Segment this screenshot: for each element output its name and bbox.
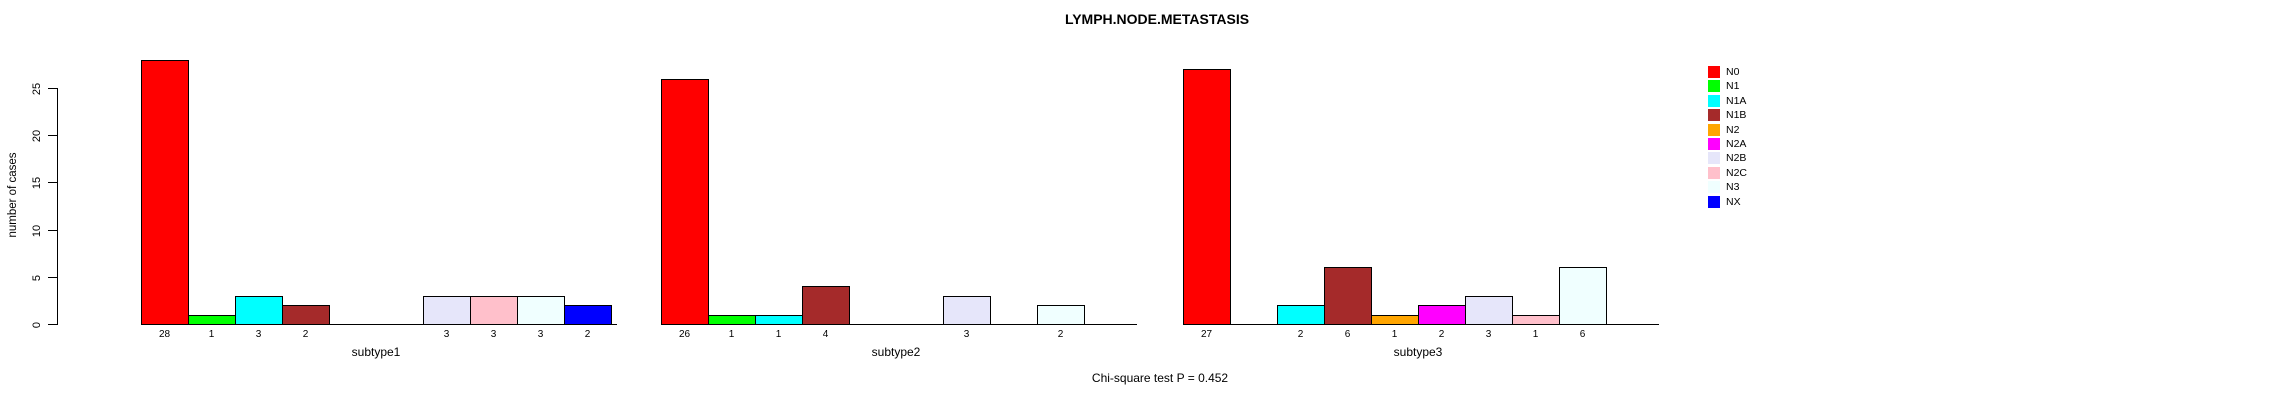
legend-swatch-N1 <box>1708 80 1720 92</box>
bar-N2B <box>1465 296 1513 325</box>
bar-N1A <box>235 296 283 325</box>
bar-N1 <box>188 315 236 325</box>
bar-N0 <box>661 79 709 325</box>
bar-value-label: 4 <box>822 329 829 340</box>
bar-value-label: 1 <box>775 329 782 340</box>
bar-value-label: 27 <box>1200 329 1213 340</box>
x-axis-line <box>141 324 617 325</box>
legend-swatch-N1B <box>1708 109 1720 121</box>
legend-swatch-N2C <box>1708 167 1720 179</box>
y-axis-tick-label: 15 <box>31 176 43 189</box>
y-axis-tick <box>48 182 57 183</box>
y-axis-tick-label: 20 <box>31 129 43 142</box>
panel-label-subtype3: subtype3 <box>1393 345 1443 359</box>
bar-value-label: 2 <box>1438 329 1445 340</box>
bar-value-label: 28 <box>158 329 171 340</box>
bar-N3 <box>1559 267 1607 325</box>
legend-swatch-N0 <box>1708 66 1720 78</box>
legend-swatch-N2A <box>1708 138 1720 150</box>
legend-label-NX: NX <box>1726 196 1741 208</box>
y-axis-tick <box>48 230 57 231</box>
chi-square-caption: Chi-square test P = 0.452 <box>1091 371 1229 385</box>
bar-N2 <box>1371 315 1419 325</box>
bar-value-label: 1 <box>1532 329 1539 340</box>
x-axis-line <box>661 324 1137 325</box>
bar-NX <box>564 305 612 325</box>
legend-swatch-N2 <box>1708 124 1720 136</box>
bar-N0 <box>1183 69 1231 325</box>
bar-value-label: 2 <box>302 329 309 340</box>
bar-value-label: 2 <box>1297 329 1304 340</box>
panel-label-subtype2: subtype2 <box>871 345 921 359</box>
bar-value-label: 1 <box>208 329 215 340</box>
y-axis-tick <box>48 135 57 136</box>
y-axis-tick-label: 5 <box>31 274 43 281</box>
bar-value-label: 6 <box>1579 329 1586 340</box>
y-axis-tick <box>48 324 57 325</box>
legend-label-N2C: N2C <box>1726 167 1748 179</box>
bar-value-label: 3 <box>443 329 450 340</box>
y-axis-line <box>57 88 58 325</box>
bar-N2C <box>1512 315 1560 325</box>
bar-value-label: 26 <box>678 329 691 340</box>
bar-value-label: 2 <box>584 329 591 340</box>
bar-N2C <box>470 296 518 325</box>
y-axis-tick-label: 0 <box>31 321 43 328</box>
bar-value-label: 2 <box>1057 329 1064 340</box>
legend-label-N1: N1 <box>1726 80 1740 92</box>
bar-value-label: 3 <box>537 329 544 340</box>
legend-label-N2A: N2A <box>1726 138 1747 150</box>
bar-N1A <box>1277 305 1325 325</box>
legend-label-N1B: N1B <box>1726 109 1747 121</box>
legend-swatch-N2B <box>1708 152 1720 164</box>
y-axis-tick-label: 25 <box>31 82 43 95</box>
legend-label-N2: N2 <box>1726 124 1740 136</box>
bar-value-label: 1 <box>1391 329 1398 340</box>
legend-swatch-N1A <box>1708 95 1720 107</box>
bar-N1A <box>755 315 803 325</box>
bar-value-label: 3 <box>255 329 262 340</box>
y-axis-tick <box>48 277 57 278</box>
bar-N2B <box>943 296 991 325</box>
bar-N2A <box>1418 305 1466 325</box>
legend-label-N1A: N1A <box>1726 95 1747 107</box>
legend-label-N0: N0 <box>1726 66 1740 78</box>
bar-value-label: 1 <box>728 329 735 340</box>
chart-title: LYMPH.NODE.METASTASIS <box>1064 11 1250 27</box>
bar-value-label: 6 <box>1344 329 1351 340</box>
bar-value-label: 3 <box>1485 329 1492 340</box>
bar-N1B <box>802 286 850 325</box>
bar-N1B <box>1324 267 1372 325</box>
bar-value-label: 3 <box>963 329 970 340</box>
y-axis-tick <box>48 88 57 89</box>
panel-label-subtype1: subtype1 <box>351 345 401 359</box>
legend-label-N2B: N2B <box>1726 152 1747 164</box>
bar-N2B <box>423 296 471 325</box>
bar-N1B <box>282 305 330 325</box>
y-axis-tick-label: 10 <box>31 224 43 237</box>
bar-value-label: 3 <box>490 329 497 340</box>
bar-N0 <box>141 60 189 325</box>
legend-swatch-NX <box>1708 196 1720 208</box>
bar-N1 <box>708 315 756 325</box>
legend-swatch-N3 <box>1708 181 1720 193</box>
bar-N3 <box>517 296 565 325</box>
legend-label-N3: N3 <box>1726 181 1740 193</box>
y-axis-title: number of cases <box>7 152 19 238</box>
bar-N3 <box>1037 305 1085 325</box>
